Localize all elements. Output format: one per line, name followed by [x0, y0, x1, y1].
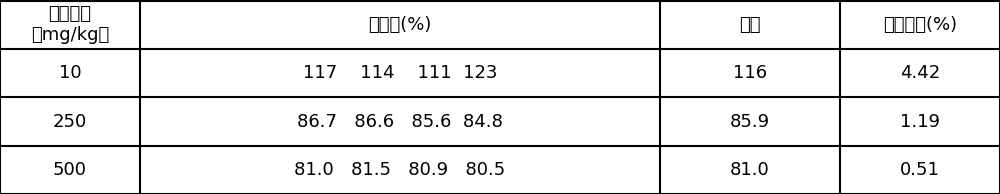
Text: 加标浓度
（mg/kg）: 加标浓度 （mg/kg）: [31, 5, 109, 44]
Text: 81.0: 81.0: [730, 161, 770, 179]
Text: 116: 116: [733, 64, 767, 82]
Text: 86.7   86.6   85.6  84.8: 86.7 86.6 85.6 84.8: [297, 113, 503, 131]
Text: 变异系数(%): 变异系数(%): [883, 16, 957, 34]
Text: 500: 500: [53, 161, 87, 179]
Text: 均值: 均值: [739, 16, 761, 34]
Text: 1.19: 1.19: [900, 113, 940, 131]
Text: 81.0   81.5   80.9   80.5: 81.0 81.5 80.9 80.5: [294, 161, 506, 179]
Text: 回收率(%): 回收率(%): [368, 16, 432, 34]
Text: 0.51: 0.51: [900, 161, 940, 179]
Text: 4.42: 4.42: [900, 64, 940, 82]
Text: 250: 250: [53, 113, 87, 131]
Text: 117    114    111  123: 117 114 111 123: [303, 64, 497, 82]
Text: 85.9: 85.9: [730, 113, 770, 131]
Text: 10: 10: [59, 64, 81, 82]
